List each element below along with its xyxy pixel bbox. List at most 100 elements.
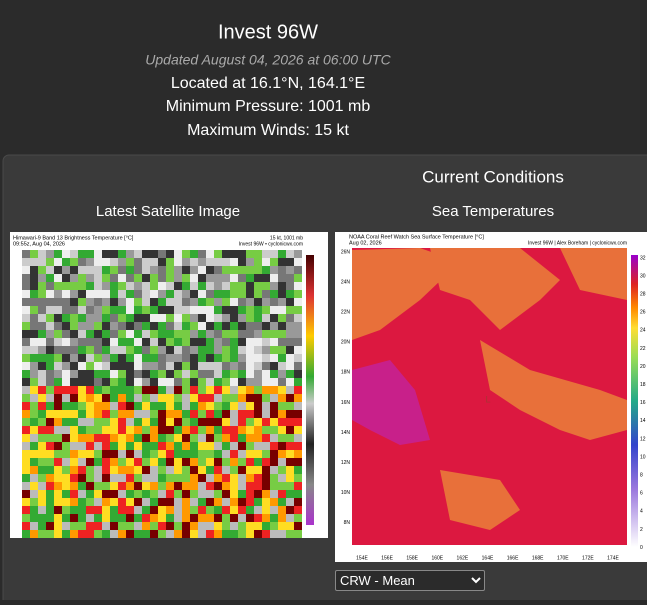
satellite-pixel [22,338,30,346]
satellite-pixel [254,474,262,482]
satellite-pixel [246,458,254,466]
satellite-pixel [270,266,278,274]
satellite-pixel [110,330,118,338]
satellite-pixel [30,434,38,442]
satellite-pixel [126,370,134,378]
satellite-pixel [30,522,38,530]
satellite-pixel [62,506,70,514]
satellite-pixel [94,314,102,322]
satellite-pixel [174,522,182,530]
satellite-pixel [118,394,126,402]
satellite-pixel [22,386,30,394]
satellite-pixel [118,290,126,298]
satellite-pixel [174,346,182,354]
satellite-pixel [286,442,294,450]
satellite-pixel [270,410,278,418]
satellite-pixel [118,522,126,530]
satellite-pixel [222,314,230,322]
satellite-pixel [134,290,142,298]
satellite-pixel [238,506,246,514]
satellite-pixel [294,442,302,450]
satellite-pixel [270,426,278,434]
satellite-pixel [54,482,62,490]
satellite-pixel [142,346,150,354]
satellite-pixel [142,354,150,362]
satellite-pixel [70,402,78,410]
satellite-pixel [166,346,174,354]
satellite-pixel [166,362,174,370]
satellite-pixel [110,290,118,298]
satellite-pixel [110,530,118,538]
satellite-pixel [230,394,238,402]
satellite-pixel [270,418,278,426]
satellite-pixel [126,354,134,362]
satellite-pixel [22,482,30,490]
satellite-pixel [206,402,214,410]
satellite-pixel [78,362,86,370]
satellite-pixel [142,418,150,426]
satellite-pixel [62,426,70,434]
satellite-pixel [270,498,278,506]
satellite-pixel [38,330,46,338]
satellite-pixel [270,506,278,514]
satellite-pixel [142,282,150,290]
satellite-pixel [182,426,190,434]
satellite-pixel [198,322,206,330]
satellite-pixel [286,362,294,370]
satellite-pixel [166,378,174,386]
satellite-pixel [46,330,54,338]
satellite-pixel [150,434,158,442]
satellite-pixel [102,434,110,442]
satellite-pixel [62,418,70,426]
satellite-pixel [230,346,238,354]
satellite-pixel [158,498,166,506]
satellite-pixel [110,490,118,498]
satellite-pixel [70,386,78,394]
satellite-pixel [110,362,118,370]
satellite-pixel [62,498,70,506]
satellite-pixel [174,466,182,474]
satellite-pixel [206,490,214,498]
satellite-pixel [118,466,126,474]
lat-label: 8N [344,520,351,526]
satellite-pixel [102,298,110,306]
lat-label: 22N [341,310,351,316]
satellite-pixel [30,402,38,410]
satellite-pixel [254,250,262,258]
satellite-pixel [62,442,70,450]
satellite-pixel [222,386,230,394]
satellite-pixel [102,338,110,346]
satellite-pixel [102,290,110,298]
satellite-pixel [134,474,142,482]
satellite-pixel [102,466,110,474]
satellite-pixel [270,394,278,402]
satellite-pixel [142,274,150,282]
satellite-pixel [182,282,190,290]
colorbar-label: 18 [640,382,646,388]
satellite-pixel [86,266,94,274]
satellite-pixel [150,354,158,362]
satellite-pixel [222,434,230,442]
satellite-pixel [150,298,158,306]
satellite-pixel [94,498,102,506]
satellite-pixel [198,442,206,450]
satellite-pixel [38,346,46,354]
satellite-pixel [206,298,214,306]
satellite-pixel [230,474,238,482]
satellite-pixel [262,274,270,282]
satellite-pixel [30,458,38,466]
satellite-pixel [262,498,270,506]
satellite-pixel [22,522,30,530]
satellite-pixel [46,362,54,370]
satellite-pixel [294,490,302,498]
satellite-pixel [158,266,166,274]
satellite-pixel [94,370,102,378]
satellite-pixel [62,322,70,330]
lat-label: 12N [341,460,351,466]
satellite-pixel [222,322,230,330]
satellite-pixel [30,338,38,346]
dataset-select[interactable]: CRW - Mean [335,570,485,591]
satellite-pixel [86,442,94,450]
satellite-pixel [278,314,286,322]
satellite-pixel [278,514,286,522]
